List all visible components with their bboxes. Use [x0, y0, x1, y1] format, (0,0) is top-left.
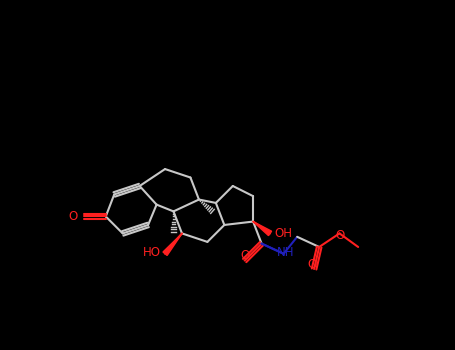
Text: HO: HO	[143, 246, 161, 259]
Text: O: O	[307, 258, 316, 271]
Polygon shape	[163, 233, 182, 256]
Text: O: O	[68, 210, 77, 223]
Text: O: O	[240, 250, 249, 262]
Text: NH: NH	[277, 246, 294, 259]
Text: OH: OH	[274, 227, 292, 240]
Polygon shape	[253, 222, 272, 236]
Text: O: O	[335, 229, 344, 242]
